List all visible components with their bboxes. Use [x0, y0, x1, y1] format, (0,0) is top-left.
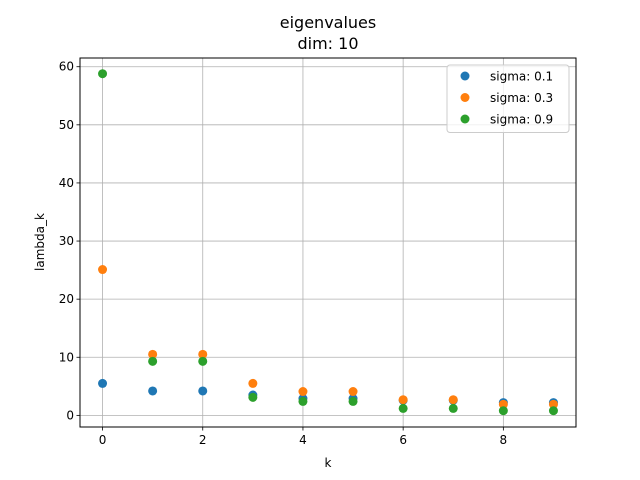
data-point: [148, 356, 158, 366]
x-tick-label: 4: [299, 433, 307, 447]
data-point: [248, 378, 258, 388]
y-tick-label: 50: [59, 118, 74, 132]
data-point: [298, 396, 308, 406]
y-tick-label: 30: [59, 234, 74, 248]
data-point: [348, 396, 358, 406]
data-point: [148, 386, 158, 396]
data-point: [298, 387, 308, 397]
data-point: [448, 403, 458, 413]
data-point: [498, 406, 508, 416]
legend-marker: [460, 93, 470, 102]
y-tick-label: 60: [59, 60, 74, 74]
data-point: [548, 399, 558, 409]
data-point: [448, 395, 458, 405]
x-tick-label: 6: [399, 433, 407, 447]
data-point: [398, 395, 408, 405]
data-point: [148, 349, 158, 359]
legend-marker: [460, 114, 470, 124]
legend-box: [446, 64, 570, 133]
plot-area-frame: [79, 57, 577, 428]
chart-title: eigenvalues: [280, 13, 376, 32]
y-tick-label: 40: [59, 176, 74, 190]
legend-label: sigma: 0.1: [490, 70, 553, 84]
data-point: [398, 403, 408, 413]
data-points: [98, 69, 558, 416]
x-tick-label: 0: [99, 433, 107, 447]
data-point: [198, 386, 208, 396]
x-tick-label: 8: [500, 433, 508, 447]
data-point: [198, 356, 208, 366]
data-point: [498, 399, 508, 409]
legend: sigma: 0.1 sigma: 0.3 sigma: 0.9: [446, 64, 570, 133]
y-axis-label: lambda_k: [33, 213, 47, 271]
axis-ticks: 0 2 4 6 8 0 10 20 30 40 50 60: [59, 60, 507, 447]
x-tick-label: 2: [199, 433, 207, 447]
legend-label: sigma: 0.9: [490, 113, 553, 127]
y-tick-label: 10: [59, 350, 74, 364]
data-point: [98, 69, 108, 79]
grid: [80, 58, 576, 427]
data-point: [198, 349, 208, 359]
y-tick-label: 0: [66, 408, 74, 422]
chart-subtitle: dim: 10: [297, 34, 358, 53]
data-point: [248, 392, 258, 402]
data-point: [98, 378, 108, 388]
y-tick-label: 20: [59, 292, 74, 306]
data-point: [548, 406, 558, 416]
data-point: [98, 265, 108, 275]
data-point: [348, 387, 358, 397]
x-axis-label: k: [325, 456, 332, 470]
legend-label: sigma: 0.3: [490, 91, 553, 105]
legend-marker: [460, 71, 470, 81]
